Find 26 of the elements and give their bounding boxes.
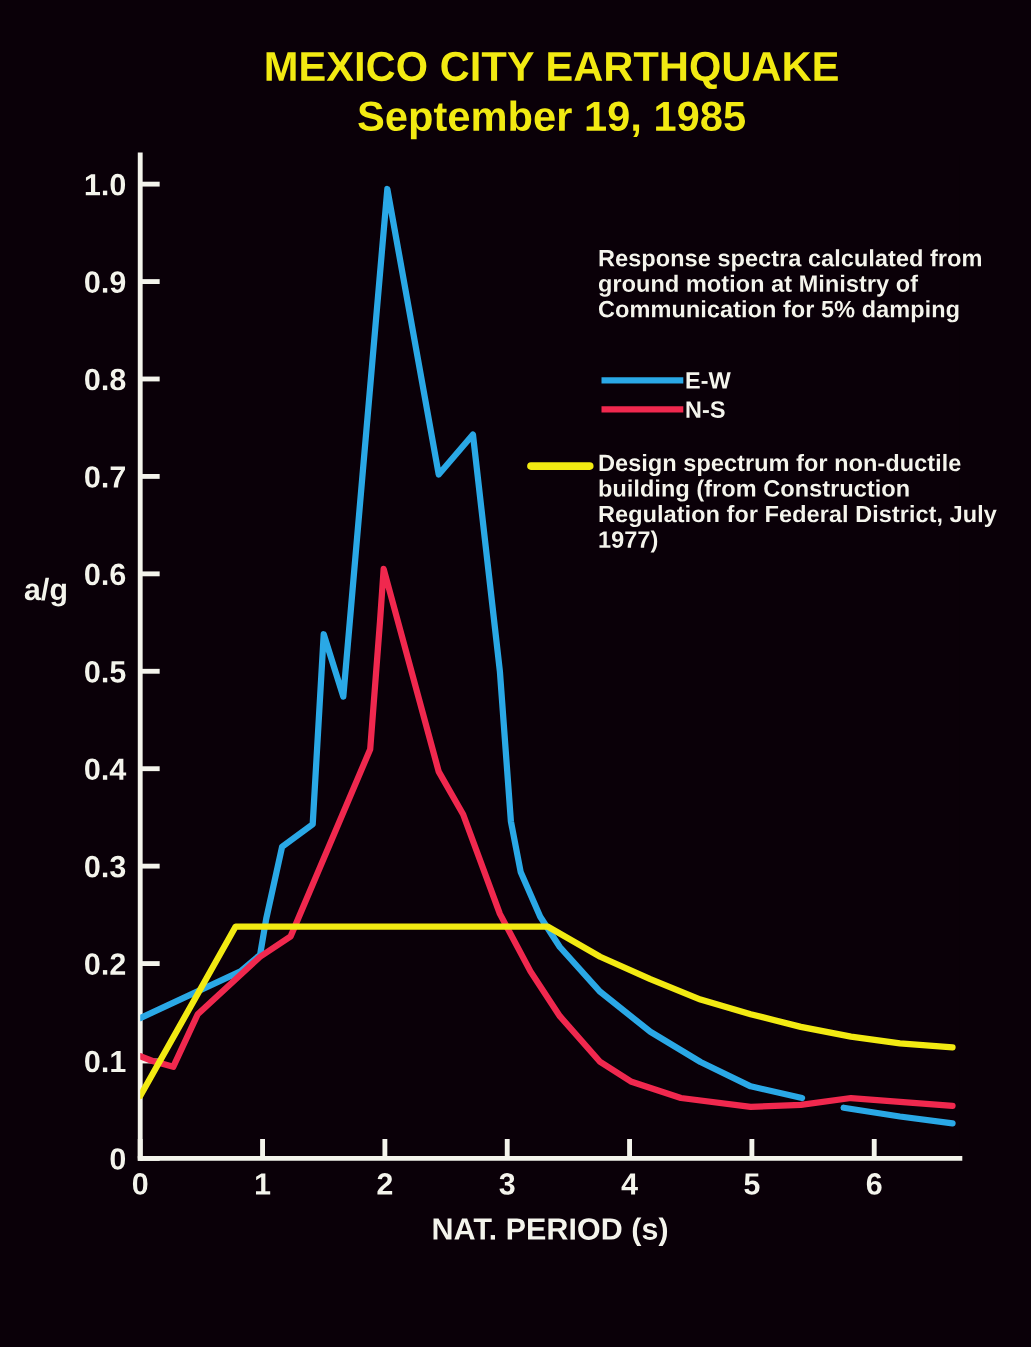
y-tick-label: 0.8	[85, 368, 126, 391]
x-tick-label: 0	[132, 1173, 148, 1195]
legend-label: E-W	[686, 372, 731, 389]
y-tick-label: 0	[110, 1148, 126, 1170]
x-axis-title: NAT. PERIOD (s)	[433, 1217, 668, 1246]
y-tick-label: 0.3	[85, 855, 126, 878]
chart-title: MEXICO CITY EARTHQUAKE	[266, 51, 838, 90]
x-tick-label: 5	[744, 1173, 760, 1195]
y-tick-label: 0.7	[85, 466, 125, 488]
x-tick-label: 6	[866, 1173, 882, 1195]
y-tick-label: 0.6	[85, 563, 126, 586]
x-tick-label: 2	[377, 1173, 393, 1195]
x-tick-label: 1	[255, 1173, 271, 1195]
legend-label: N-S	[686, 401, 725, 418]
legend-label: Design spectrum for non-ductile building (from Construction Regulation for Federal District, July 1977)	[599, 453, 997, 553]
x-tick-label: 3	[499, 1173, 515, 1195]
x-tick-label: 4	[621, 1173, 638, 1195]
y-tick-label: 0.2	[85, 953, 126, 975]
y-tick-label: 0.1	[85, 1050, 126, 1073]
y-tick-label: 0.4	[85, 758, 127, 781]
y-tick-label: 1.0	[85, 173, 126, 196]
chart-subtitle: September 19, 1985	[358, 100, 745, 140]
y-axis-title: a/g	[24, 577, 66, 607]
legend-title: Response spectra calculated from ground motion at Ministry of Communication for 5% damping	[598, 249, 981, 323]
y-tick-label: 0.5	[85, 661, 126, 683]
y-tick-label: 0.9	[85, 271, 126, 293]
